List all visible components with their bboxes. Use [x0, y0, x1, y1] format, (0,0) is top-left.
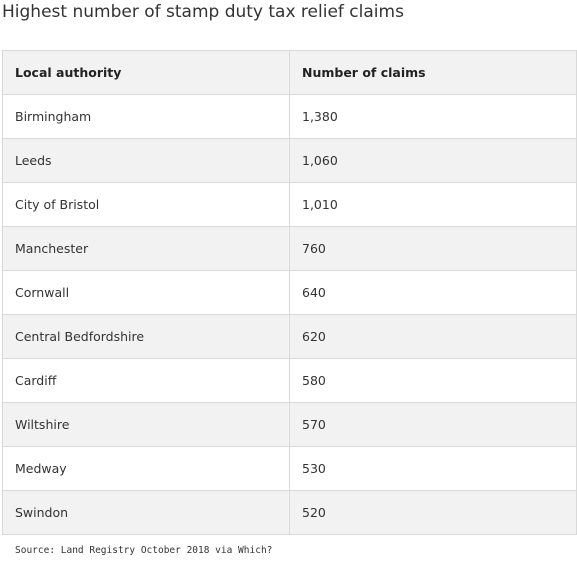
table-header-row: Local authority Number of claims — [2, 50, 577, 95]
table-row: City of Bristol 1,010 — [2, 182, 577, 227]
table-row: Manchester 760 — [2, 226, 577, 271]
table-row: Cardiff 580 — [2, 358, 577, 403]
claims-cell: 570 — [289, 402, 577, 447]
authority-cell: Medway — [2, 446, 290, 491]
claims-cell: 530 — [289, 446, 577, 491]
claims-cell: 640 — [289, 270, 577, 315]
authority-cell: Swindon — [2, 490, 290, 535]
claims-cell: 1,010 — [289, 182, 577, 227]
source-note: Source: Land Registry October 2018 via W… — [15, 545, 273, 556]
authority-cell: City of Bristol — [2, 182, 290, 227]
claims-cell: 620 — [289, 314, 577, 359]
claims-cell: 760 — [289, 226, 577, 271]
authority-cell: Cardiff — [2, 358, 290, 403]
claims-cell: 580 — [289, 358, 577, 403]
authority-cell: Central Bedfordshire — [2, 314, 290, 359]
authority-cell: Leeds — [2, 138, 290, 183]
table-row: Wiltshire 570 — [2, 402, 577, 447]
table-row: Cornwall 640 — [2, 270, 577, 315]
claims-cell: 520 — [289, 490, 577, 535]
authority-cell: Wiltshire — [2, 402, 290, 447]
table-row: Swindon 520 — [2, 490, 577, 535]
table-row: Central Bedfordshire 620 — [2, 314, 577, 359]
claims-cell: 1,380 — [289, 94, 577, 139]
authority-cell: Birmingham — [2, 94, 290, 139]
table-row: Leeds 1,060 — [2, 138, 577, 183]
column-header-local-authority: Local authority — [2, 50, 290, 95]
page-title: Highest number of stamp duty tax relief … — [2, 2, 404, 22]
table-row: Birmingham 1,380 — [2, 94, 577, 139]
column-header-number-of-claims: Number of claims — [289, 50, 577, 95]
table-row: Medway 530 — [2, 446, 577, 491]
authority-cell: Manchester — [2, 226, 290, 271]
claims-table: Local authority Number of claims Birming… — [2, 50, 577, 535]
authority-cell: Cornwall — [2, 270, 290, 315]
claims-cell: 1,060 — [289, 138, 577, 183]
